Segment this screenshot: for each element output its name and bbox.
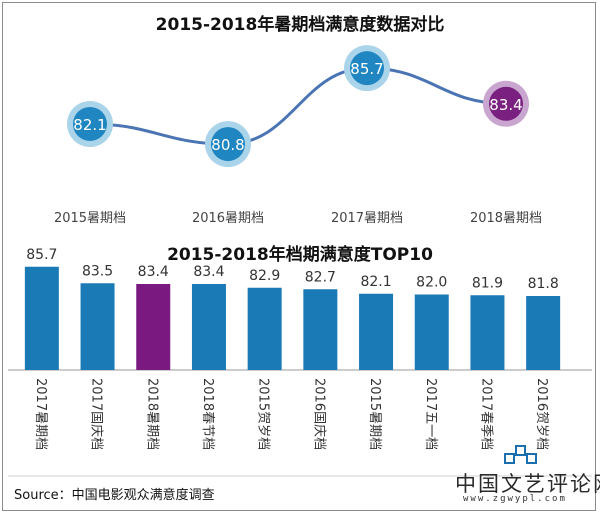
bar-x-tick-label: 2015暑期档 bbox=[367, 378, 382, 450]
bar bbox=[526, 296, 561, 370]
line-point bbox=[73, 106, 107, 141]
bar-x-tick-label: 2017五一档 bbox=[423, 378, 438, 450]
bar bbox=[191, 284, 226, 370]
bar-data-label: 85.7 bbox=[26, 247, 57, 263]
bar-x-tick-label: 2018春节档 bbox=[200, 378, 215, 450]
line-chart: 82.1 80.8 85.7 83.4 bbox=[67, 45, 529, 168]
bar-x-tick-label: 2016国庆档 bbox=[311, 378, 326, 450]
bar-x-tick-label: 2015贺岁档 bbox=[256, 378, 271, 450]
bar-x-tick-label: 2018暑期档 bbox=[144, 378, 159, 450]
line-chart-x-labels: 2015暑期档 2016暑期档 2017暑期档 2018暑期档 bbox=[54, 211, 542, 226]
line-x-tick-label: 2017暑期档 bbox=[331, 211, 403, 226]
watermark-logo-icon bbox=[504, 445, 537, 464]
bar-x-tick-label: 2017春季档 bbox=[478, 378, 493, 450]
bar-data-label: 83.4 bbox=[138, 264, 169, 280]
line-data-label: 85.7 bbox=[350, 60, 383, 78]
bar-data-label: 82.7 bbox=[305, 269, 336, 285]
bar bbox=[247, 287, 282, 370]
line-point bbox=[489, 86, 523, 121]
bar bbox=[359, 293, 394, 370]
bar-data-label: 83.4 bbox=[193, 264, 224, 280]
bar-data-label: 81.8 bbox=[528, 276, 559, 292]
line-series bbox=[89, 66, 507, 146]
line-chart-title: 2015-2018年暑期档满意度数据对比 bbox=[156, 14, 445, 35]
line-point bbox=[350, 51, 384, 86]
line-data-label: 82.1 bbox=[73, 116, 106, 134]
bar bbox=[470, 295, 505, 370]
watermark-text: 中国文艺评论网 bbox=[455, 472, 600, 496]
bar-x-tick-label: 2017暑期档 bbox=[33, 378, 48, 450]
watermark-url: www.zgwypl.com bbox=[463, 494, 567, 504]
bar-data-label: 83.5 bbox=[82, 263, 113, 279]
bar-data-label: 81.9 bbox=[472, 275, 503, 291]
bar-chart: 85.72017暑期档83.52017国庆档83.42018暑期档83.4201… bbox=[8, 247, 592, 450]
bar bbox=[136, 284, 171, 370]
line-data-label: 83.4 bbox=[489, 96, 522, 114]
watermark: 中国文艺评论网 www.zgwypl.com bbox=[455, 444, 600, 506]
bar bbox=[80, 283, 115, 370]
bar-data-label: 82.0 bbox=[416, 275, 447, 291]
line-x-tick-label: 2018暑期档 bbox=[470, 211, 542, 226]
bar bbox=[303, 289, 338, 370]
source-note: Source：中国电影观众满意度调查 bbox=[14, 488, 215, 503]
line-x-tick-label: 2015暑期档 bbox=[54, 211, 126, 226]
bar bbox=[414, 294, 449, 370]
bar-x-tick-label: 2017国庆档 bbox=[89, 378, 104, 450]
line-point bbox=[211, 127, 245, 162]
bar-x-tick-label: 2016贺岁档 bbox=[534, 378, 549, 450]
bar-data-label: 82.1 bbox=[360, 274, 391, 290]
line-data-label: 80.8 bbox=[211, 136, 244, 154]
bar bbox=[24, 266, 59, 370]
bar-data-label: 82.9 bbox=[249, 268, 280, 284]
line-x-tick-label: 2016暑期档 bbox=[192, 211, 264, 226]
bar-chart-title: 2015-2018年档期满意度TOP10 bbox=[167, 244, 433, 265]
